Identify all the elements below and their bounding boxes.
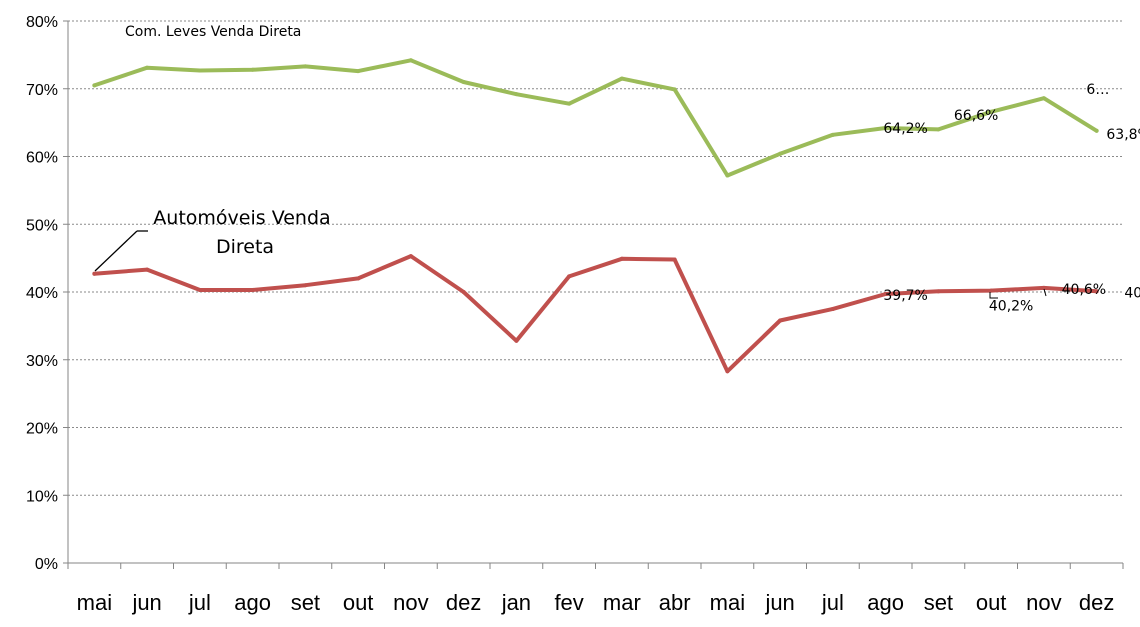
data-label-leader-40-2: [989, 292, 998, 299]
data-point: [250, 287, 255, 292]
y-tick-label: 20%: [26, 421, 58, 438]
y-tick-label: 60%: [26, 150, 58, 167]
data-point: [778, 318, 783, 323]
series-label-automoveis: Automóveis Venda Direta: [153, 207, 336, 258]
y-tick-label: 50%: [26, 217, 58, 234]
data-point: [619, 76, 624, 81]
data-point: [936, 289, 941, 294]
x-tick-label: mar: [603, 590, 641, 615]
data-point: [725, 173, 730, 178]
y-tick-label: 0%: [35, 556, 58, 573]
data-point: [1041, 285, 1046, 290]
data-point: [461, 290, 466, 294]
x-tick-label: nov: [1026, 590, 1061, 615]
series-label-leader-automoveis: [94, 230, 138, 272]
data-point: [303, 64, 308, 69]
x-tick-label: ago: [867, 590, 904, 615]
data-label: 40,2%: [989, 299, 1033, 315]
data-point: [197, 68, 202, 73]
series-line-1: [92, 254, 1099, 374]
y-tick-label: 80%: [26, 14, 58, 31]
data-point: [250, 67, 255, 72]
data-point: [883, 126, 888, 131]
series-layer: 64,2% 66,6% 6… 63,8% 39,7% 40,2% 40,6% 40,1%: [92, 58, 1140, 374]
data-point: [830, 306, 835, 311]
data-point: [672, 257, 677, 262]
y-tick-label: 70%: [26, 82, 58, 99]
x-tick-label: mai: [77, 590, 112, 615]
data-label: 40,1%: [1124, 285, 1140, 301]
x-tick-label: dez: [1079, 590, 1114, 615]
x-tick-label: nov: [393, 590, 428, 615]
x-tick-label: abr: [659, 590, 691, 615]
x-tick-label: mai: [710, 590, 745, 615]
data-label: 39,7%: [883, 288, 927, 304]
data-point: [408, 254, 413, 259]
data-label: 40,6%: [1062, 282, 1106, 298]
data-point: [145, 65, 150, 70]
data-point: [145, 267, 150, 272]
series-line-0: [92, 58, 1099, 178]
data-label: 6…: [1086, 82, 1109, 98]
data-label-leader-40-6: [1043, 288, 1047, 297]
y-axis: 0% 10% 20% 30% 40% 50% 60% 70% 80%: [26, 14, 69, 573]
x-axis: mai jun jul ago set out nov dez jan fev mar abr mai j…: [67, 562, 1124, 615]
x-tick-label: jul: [188, 590, 211, 615]
x-tick-label: set: [291, 590, 320, 615]
data-point: [197, 287, 202, 292]
data-point: [356, 276, 361, 281]
data-point: [1041, 96, 1046, 101]
x-tick-label: out: [343, 590, 374, 615]
data-point: [619, 256, 624, 261]
x-tick-label: ago: [234, 590, 271, 615]
x-tick-label: jan: [501, 590, 531, 615]
data-point: [567, 274, 572, 279]
data-point: [989, 109, 994, 114]
data-point: [92, 271, 97, 276]
data-point: [408, 58, 413, 63]
data-point: [989, 288, 994, 293]
x-tick-label: jun: [131, 590, 161, 615]
x-tick-label: jun: [764, 590, 794, 615]
data-label: 63,8%: [1106, 127, 1140, 143]
x-tick-label: out: [976, 590, 1007, 615]
data-point: [303, 283, 308, 288]
y-tick-label: 10%: [26, 488, 58, 505]
data-point: [778, 151, 783, 156]
data-point: [567, 101, 572, 106]
data-point: [1094, 128, 1099, 133]
data-point: [356, 69, 361, 74]
data-point: [672, 87, 677, 92]
x-tick-label: jul: [821, 590, 844, 615]
x-tick-label: set: [924, 590, 953, 615]
x-tick-label: fev: [554, 590, 583, 615]
y-tick-label: 30%: [26, 353, 58, 370]
x-tick-label: dez: [446, 590, 481, 615]
data-point: [725, 369, 730, 374]
data-label: 64,2%: [883, 121, 927, 137]
data-point: [92, 83, 97, 88]
data-point: [461, 79, 466, 84]
data-label: 66,6%: [954, 108, 998, 124]
data-point: [830, 132, 835, 137]
data-point: [1094, 289, 1099, 294]
data-point: [514, 92, 519, 97]
data-point: [883, 292, 888, 297]
y-tick-label: 40%: [26, 285, 58, 302]
data-point: [514, 338, 519, 343]
series-label-com-leves: Com. Leves Venda Direta: [125, 24, 301, 40]
data-point: [936, 127, 941, 132]
